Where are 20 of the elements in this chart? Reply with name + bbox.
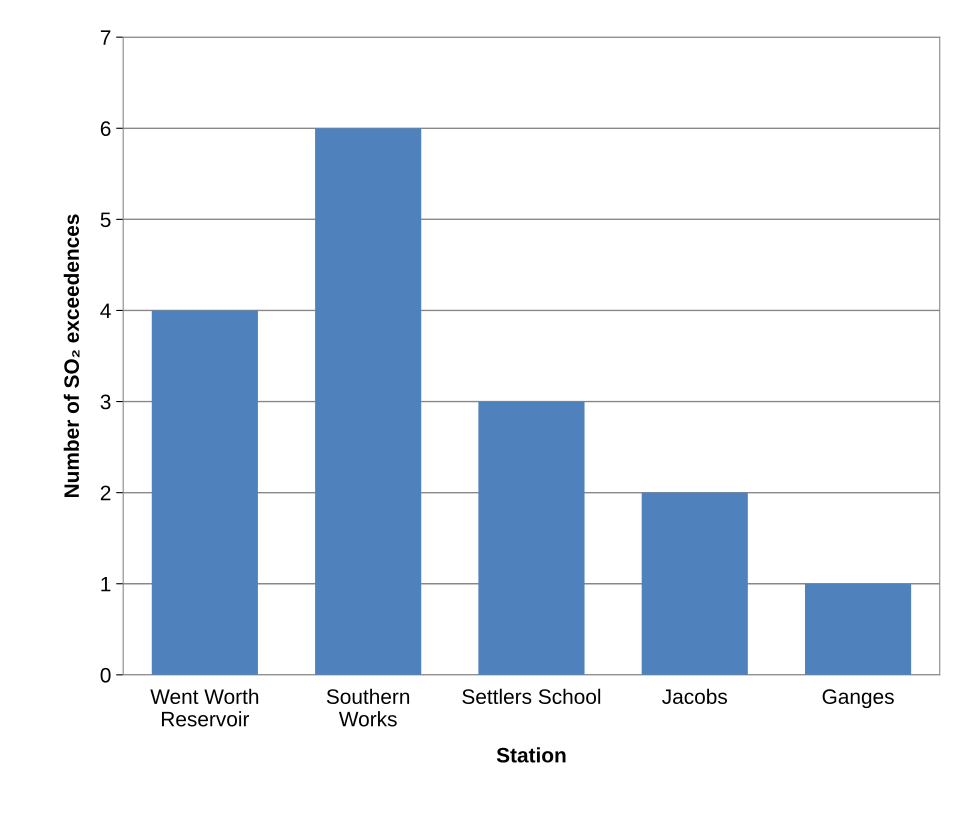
x-tick-label: Jacobs [662, 688, 728, 704]
y-tick-label: 6 [100, 121, 110, 136]
x-tick-label: Southern Works [326, 688, 410, 726]
bar [642, 492, 748, 675]
y-tick-label: 3 [100, 394, 110, 410]
y-tick-label: 2 [100, 486, 110, 500]
x-tick-label: Settlers School [462, 688, 600, 704]
y-axis-title: Number of SO₂ exceedences [64, 214, 80, 498]
y-tick-label: 1 [101, 576, 110, 592]
y-tick-label: 7 [100, 30, 110, 45]
y-tick-label: 5 [100, 212, 111, 228]
bar [152, 310, 258, 675]
y-tick-label: 4 [100, 304, 111, 318]
x-axis-title: Station [496, 747, 566, 763]
bar [315, 128, 422, 675]
x-tick-label: Ganges [822, 689, 894, 708]
y-tick-label: 0 [100, 668, 111, 683]
bar [478, 402, 585, 675]
bar [804, 584, 912, 675]
x-tick-label: Went Worth Reservoir [150, 688, 258, 726]
